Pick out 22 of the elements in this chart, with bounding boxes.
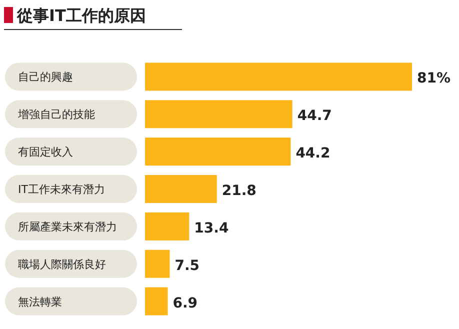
bar [145, 100, 292, 128]
bar [145, 138, 291, 166]
bar [145, 175, 217, 203]
data-label: 44.7 [297, 108, 332, 124]
bar [145, 287, 168, 316]
chart-title: 從事IT工作的原因 [16, 6, 146, 25]
y-tick-label: 職場人際關係良好 [18, 258, 106, 271]
data-label: 21.8 [222, 183, 256, 199]
y-tick-label: 無法轉業 [18, 295, 62, 308]
y-tick-label: IT工作未來有潛力 [18, 183, 105, 196]
bar [145, 62, 412, 91]
y-tick-label: 所屬產業未來有潛力 [18, 220, 117, 234]
data-label: 7.5 [174, 258, 200, 274]
y-tick-label: 自己的興趣 [18, 70, 73, 84]
data-label: 44.2 [296, 146, 330, 162]
bar [145, 250, 170, 278]
data-label: 81% [417, 70, 451, 87]
data-label: 6.9 [172, 295, 198, 312]
bar [145, 212, 190, 240]
data-label: 13.4 [194, 220, 229, 236]
y-tick-label: 增強自己的技能 [17, 108, 95, 122]
y-tick-label: 有固定收入 [18, 146, 73, 159]
